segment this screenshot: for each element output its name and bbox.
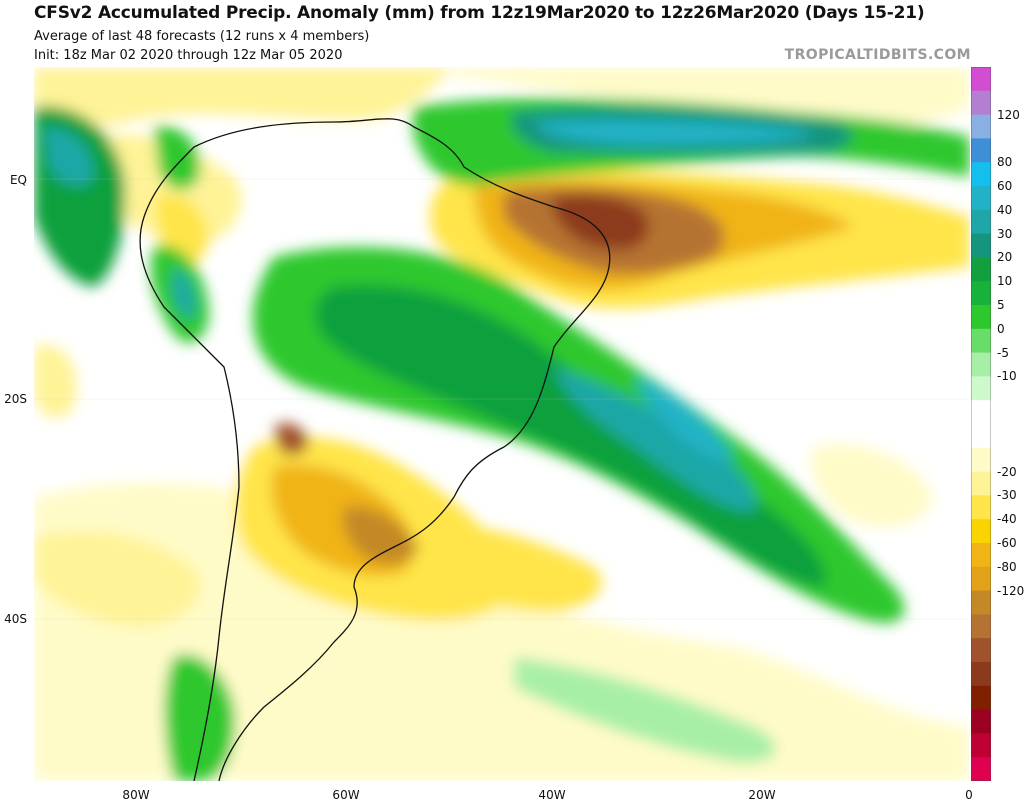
colorbar-label: -120 [997, 583, 1024, 598]
lat-label-20s: 20S [4, 392, 27, 406]
colorbar-label: 60 [997, 179, 1013, 193]
colorbar-label: -20 [997, 464, 1017, 479]
colorbar-swatch [971, 209, 991, 235]
anomaly-field [34, 67, 970, 781]
colorbar-swatch [971, 281, 991, 306]
colorbar-swatch [971, 590, 991, 615]
colorbar-label: 10 [997, 274, 1013, 289]
colorbar [971, 67, 991, 781]
colorbar-swatch [971, 328, 991, 354]
colorbar-label: 40 [997, 202, 1013, 217]
colorbar-label: 0 [997, 321, 1005, 336]
lon-label-80w: 80W [122, 788, 150, 802]
precip-anomaly-map [34, 67, 970, 781]
colorbar-swatch [971, 400, 991, 425]
colorbar-swatch [971, 424, 991, 449]
map-title: CFSv2 Accumulated Precip. Anomaly (mm) f… [34, 3, 925, 23]
colorbar-label: -60 [997, 536, 1017, 550]
colorbar-swatch [971, 352, 991, 377]
colorbar-label: 30 [997, 226, 1013, 241]
colorbar-swatch [971, 114, 991, 139]
map-subtitle-init: Init: 18z Mar 02 2020 through 12z Mar 05… [34, 48, 343, 63]
continent-outline [139, 118, 611, 781]
colorbar-label: 20 [997, 250, 1013, 265]
graticule [34, 178, 970, 620]
colorbar-swatch [971, 471, 991, 496]
colorbar-swatch [971, 305, 991, 330]
colorbar-swatch [971, 67, 991, 92]
colorbar-swatch [971, 566, 991, 592]
lat-label-40s: 40S [4, 612, 27, 626]
colorbar-swatch [971, 519, 991, 544]
colorbar-swatch [971, 662, 991, 687]
colorbar-label: -5 [997, 345, 1009, 360]
colorbar-swatch [971, 233, 991, 258]
colorbar-label: -10 [997, 369, 1017, 384]
colorbar-swatch [971, 543, 991, 568]
colorbar-label: 80 [997, 155, 1013, 170]
colorbar-swatch [971, 376, 991, 401]
colorbar-swatch [971, 757, 991, 781]
lon-label-40w: 40W [538, 788, 566, 802]
colorbar-label: 5 [997, 298, 1005, 312]
colorbar-swatch [971, 638, 991, 663]
colorbar-label: -30 [997, 488, 1017, 503]
colorbar-swatch [971, 495, 991, 520]
lon-label-60w: 60W [332, 788, 360, 802]
colorbar-swatch [971, 614, 991, 639]
colorbar-label: -40 [997, 512, 1017, 527]
colorbar-swatch [971, 162, 991, 187]
brand-watermark: TROPICALTIDBITS.COM [784, 47, 971, 63]
colorbar-swatch [971, 709, 991, 734]
colorbar-swatch [971, 257, 991, 282]
lat-label-eq: EQ [9, 173, 27, 187]
lon-label-20w: 20W [748, 788, 776, 802]
colorbar-swatch [971, 733, 991, 758]
colorbar-swatch [971, 685, 991, 711]
colorbar-swatch [971, 138, 991, 163]
colorbar-swatch [971, 90, 991, 116]
colorbar-label: 120 [997, 107, 1020, 122]
colorbar-swatch [971, 186, 991, 211]
colorbar-swatch [971, 447, 991, 473]
lon-label-0: 0 [965, 788, 973, 802]
map-subtitle-ensemble: Average of last 48 forecasts (12 runs x … [34, 29, 370, 44]
colorbar-label: -80 [997, 559, 1017, 574]
